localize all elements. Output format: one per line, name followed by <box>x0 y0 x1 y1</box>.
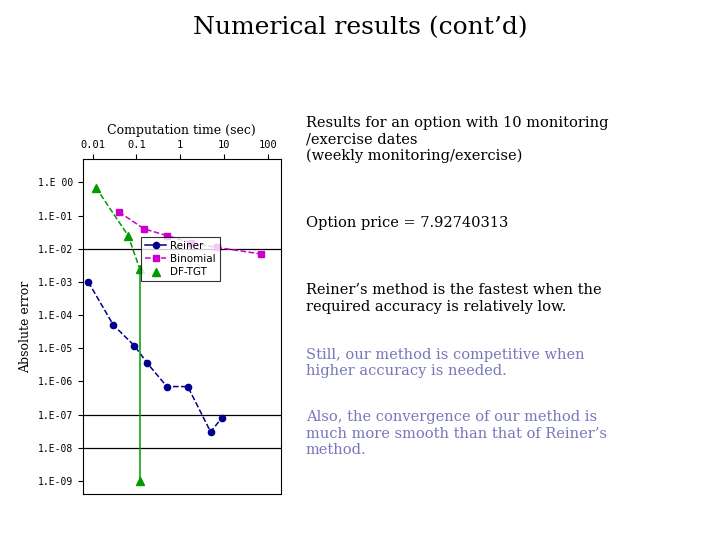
Text: Results for an option with 10 monitoring
/exercise dates
(weekly monitoring/exer: Results for an option with 10 monitoring… <box>306 116 608 163</box>
X-axis label: Computation time (sec): Computation time (sec) <box>107 124 256 137</box>
Text: Still, our method is competitive when
higher accuracy is needed.: Still, our method is competitive when hi… <box>306 348 585 379</box>
Text: Also, the convergence of our method is
much more smooth than that of Reiner’s
me: Also, the convergence of our method is m… <box>306 410 607 457</box>
Y-axis label: Absolute error: Absolute error <box>19 281 32 373</box>
Text: Reiner’s method is the fastest when the
required accuracy is relatively low.: Reiner’s method is the fastest when the … <box>306 284 602 314</box>
Text: Option price = 7.92740313: Option price = 7.92740313 <box>306 216 508 230</box>
Text: Numerical results (cont’d): Numerical results (cont’d) <box>193 16 527 39</box>
Legend: Reiner, Binomial, DF-TGT: Reiner, Binomial, DF-TGT <box>141 237 220 281</box>
